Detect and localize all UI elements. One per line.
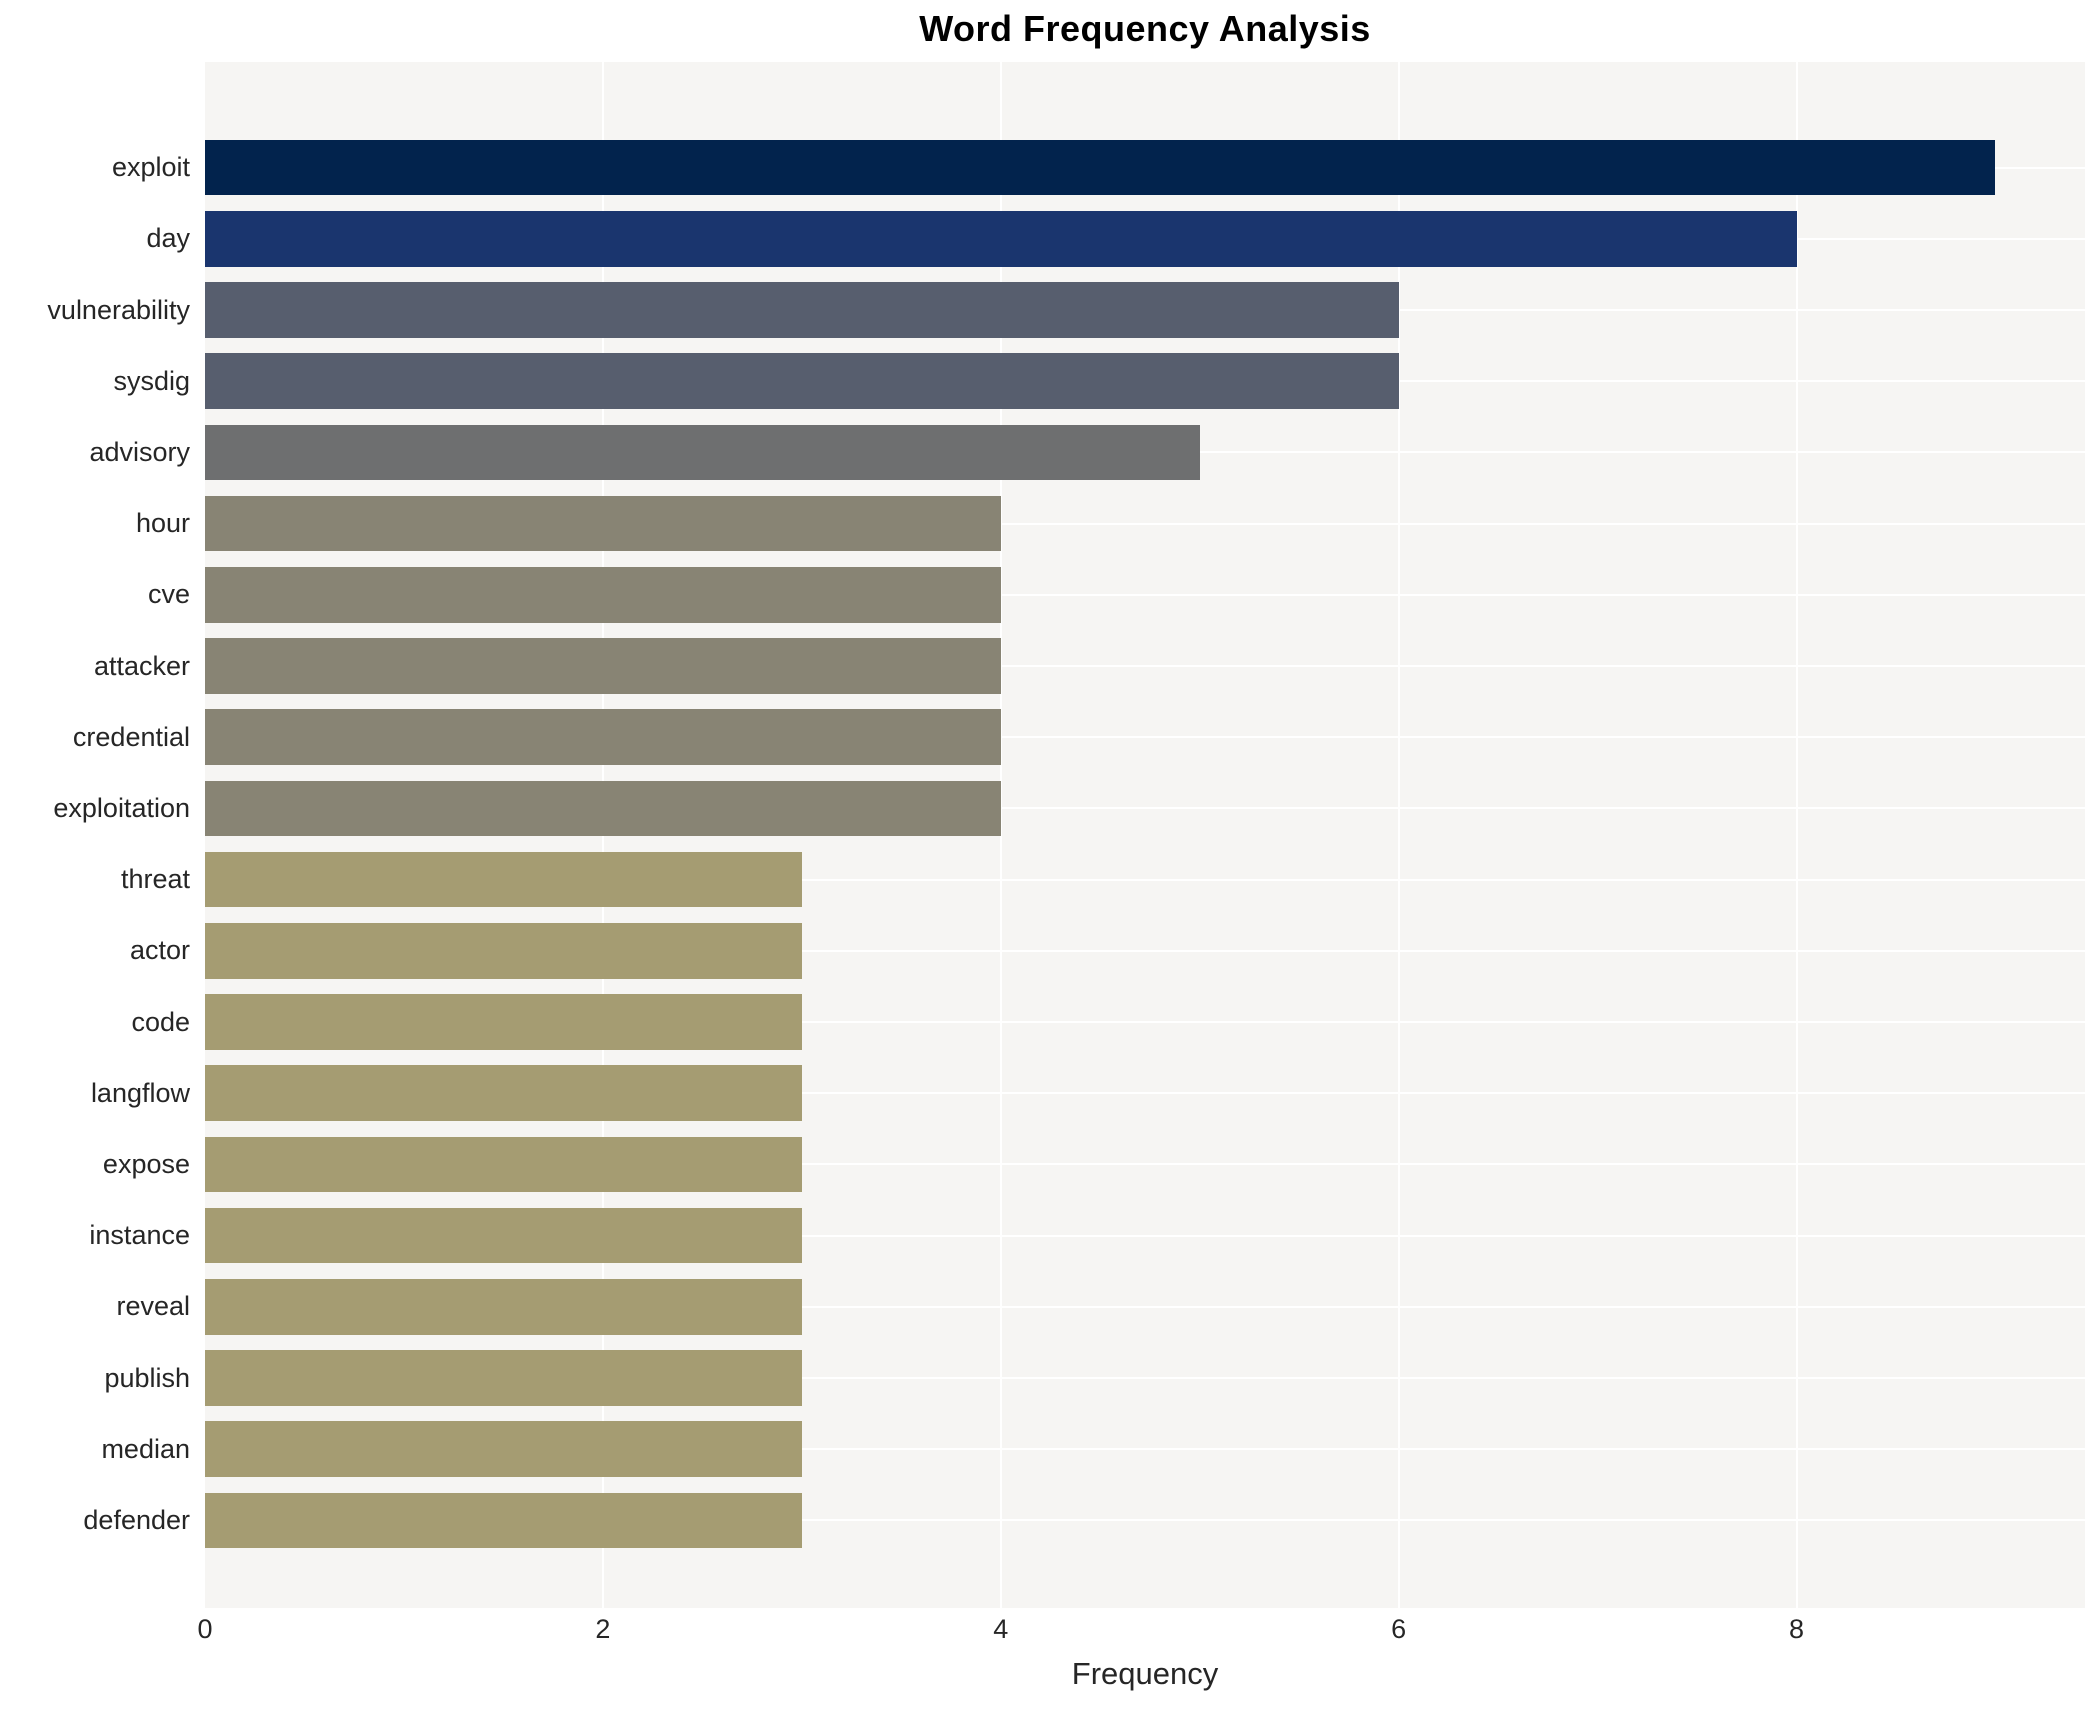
category-label: day [146, 223, 190, 254]
x-axis: 0 2 4 6 8 [197, 1614, 2085, 1652]
bar-code [205, 994, 802, 1050]
bar-row: credential [73, 702, 2085, 773]
bar-instance [205, 1207, 802, 1264]
category-label: cve [147, 579, 190, 610]
y-gridline [205, 1021, 2085, 1024]
x-axis-label: Frequency [1071, 1656, 1219, 1691]
bar-defender [205, 1492, 802, 1549]
bar-row: code [131, 986, 2085, 1057]
category-label: hour [135, 508, 190, 539]
chart-title: Word Frequency Analysis [919, 8, 1371, 49]
y-gridline [205, 736, 2085, 739]
bar-cve [205, 567, 1001, 623]
bar-row: day [146, 203, 2085, 274]
bar-exploitation [205, 780, 1001, 837]
y-gridline [205, 665, 2085, 668]
x-tick-label: 6 [1391, 1614, 1407, 1644]
bar-sysdig [205, 353, 1399, 409]
category-label: exploit [111, 152, 190, 183]
bar-expose [205, 1136, 802, 1193]
x-tick-label: 2 [595, 1614, 611, 1644]
bar-exploit [205, 139, 1996, 196]
y-gridline [205, 1163, 2085, 1166]
y-gridline [205, 1305, 2085, 1308]
category-label: langflow [90, 1077, 190, 1108]
bar-row: langflow [91, 1058, 2085, 1129]
bar-row: median [101, 1414, 2085, 1485]
bar-row: sysdig [113, 346, 2085, 417]
category-label: instance [89, 1220, 190, 1251]
category-label: credential [72, 721, 190, 752]
bar-row: vulnerability [47, 274, 2085, 345]
category-label: code [131, 1006, 190, 1037]
y-gridline [205, 807, 2085, 810]
bar-row: expose [103, 1129, 2085, 1200]
bar-row: hour [136, 488, 2085, 559]
bar-row: exploitation [53, 773, 2085, 844]
bar-attacker [205, 638, 1001, 694]
x-tick-label: 0 [197, 1614, 213, 1644]
y-gridline [205, 1234, 2085, 1237]
bar-advisory [205, 424, 1200, 481]
category-label: vulnerability [47, 294, 190, 325]
x-gridline [1397, 62, 1400, 1608]
x-tick-label: 4 [993, 1614, 1009, 1644]
category-label: attacker [93, 650, 190, 681]
category-label: expose [102, 1148, 190, 1179]
y-gridline [205, 1519, 2085, 1522]
bar-median [205, 1421, 802, 1478]
bar-langflow [205, 1065, 802, 1121]
bar-rows: exploit day vulnerability sysdig advisory hou… [47, 132, 2085, 1556]
bar-vulnerability [205, 282, 1399, 338]
category-label: advisory [89, 436, 190, 467]
category-label: actor [129, 935, 190, 966]
bar-row: actor [130, 915, 2085, 986]
bar-hour [205, 495, 1001, 552]
bar-credential [205, 709, 1001, 765]
category-label: defender [83, 1504, 190, 1535]
bar-row: instance [89, 1200, 2085, 1271]
bar-row: advisory [89, 417, 2085, 488]
category-label: exploitation [53, 792, 190, 823]
bar-row: publish [104, 1342, 2085, 1413]
y-gridline [205, 878, 2085, 881]
bar-reveal [205, 1279, 802, 1335]
bar-row: reveal [116, 1271, 2085, 1342]
bar-row: threat [121, 844, 2085, 915]
y-gridline [205, 1377, 2085, 1380]
category-label: sysdig [113, 365, 190, 396]
y-gridline [205, 1448, 2085, 1451]
bar-row: exploit [112, 132, 2085, 203]
bar-row: defender [83, 1485, 2085, 1556]
x-tick-label: 8 [1789, 1614, 1805, 1644]
y-gridline [205, 1092, 2085, 1095]
category-label: threat [120, 864, 190, 895]
plot-area: exploit day vulnerability sysdig advisory hou… [47, 62, 2085, 1608]
bar-actor [205, 923, 802, 979]
bar-day [205, 211, 1797, 267]
x-gridline [999, 62, 1002, 1608]
y-gridline [205, 949, 2085, 952]
y-gridline [205, 522, 2085, 525]
bar-row: attacker [94, 630, 2085, 701]
bar-row: cve [148, 559, 2085, 630]
y-gridline [205, 593, 2085, 596]
x-gridline [1795, 62, 1798, 1608]
category-label: median [101, 1433, 190, 1464]
category-label: publish [104, 1362, 190, 1393]
bar-threat [205, 851, 802, 908]
bar-publish [205, 1350, 802, 1406]
category-label: reveal [116, 1291, 190, 1322]
